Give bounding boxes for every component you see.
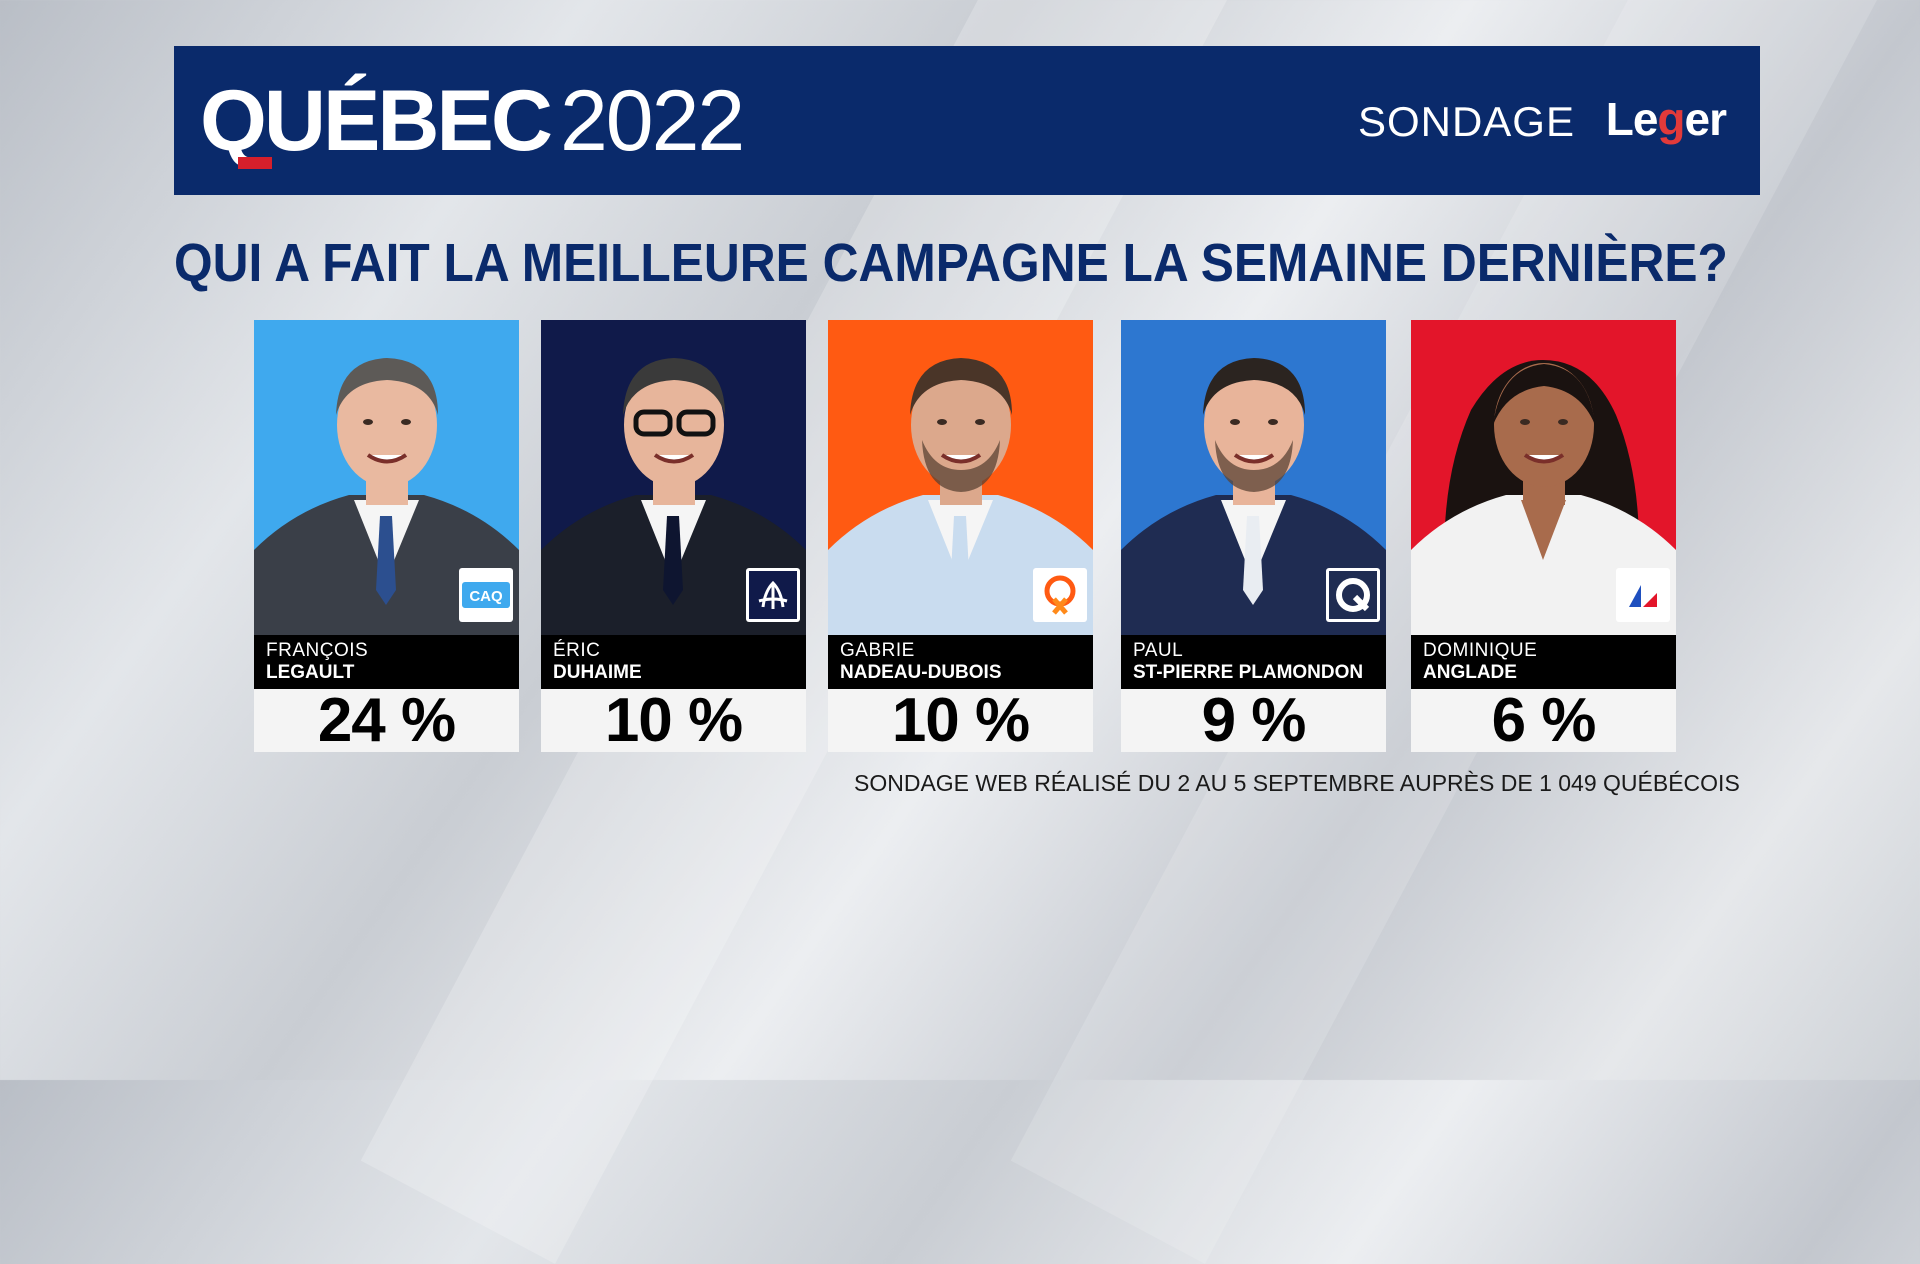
- footnote: SONDAGE WEB RÉALISÉ DU 2 AU 5 SEPTEMBRE …: [854, 770, 1740, 796]
- candidate-first-name: ÉRIC: [553, 640, 601, 661]
- candidate-name-bar: ÉRIC DUHAIME: [541, 635, 806, 689]
- candidate-photo: [1121, 320, 1386, 635]
- candidate-photo: [541, 320, 806, 635]
- leger-logo: Leger: [1605, 93, 1727, 145]
- candidate-percent: 10 %: [541, 689, 806, 752]
- party-logo-icon: [746, 568, 800, 622]
- svg-text:CAQ: CAQ: [469, 588, 503, 605]
- brand-title: QUÉBEC 2022: [200, 72, 745, 172]
- candidate-photo: [1411, 320, 1676, 635]
- title-year: 2022: [559, 73, 745, 169]
- party-logo-icon: CAQ: [459, 568, 513, 622]
- candidate-card: PAUL ST-PIERRE PLAMONDON 9 %: [1121, 320, 1386, 752]
- candidate-name-bar: PAUL ST-PIERRE PLAMONDON: [1121, 635, 1386, 689]
- candidate-name-bar: DOMINIQUE ANGLADE: [1411, 635, 1676, 689]
- question-title: QUI A FAIT LA MEILLEURE CAMPAGNE LA SEMA…: [174, 233, 1728, 293]
- title-accent: [238, 157, 272, 169]
- candidate-last-name: ANGLADE: [1423, 662, 1517, 683]
- candidate-name-bar: GABRIE NADEAU-DUBOIS: [828, 635, 1093, 689]
- sondage-label: SONDAGE: [1357, 98, 1575, 145]
- candidate-first-name: FRANÇOIS: [266, 640, 369, 661]
- candidate-first-name: GABRIE: [840, 640, 915, 661]
- candidate-card: CAQ FRANÇOIS LEGAULT 24 %: [254, 320, 519, 752]
- candidate-card: GABRIE NADEAU-DUBOIS 10 %: [828, 320, 1093, 752]
- candidate-photo: [828, 320, 1093, 635]
- party-logo-icon: [1033, 568, 1087, 622]
- candidate-percent: 10 %: [828, 689, 1093, 752]
- candidate-card: DOMINIQUE ANGLADE 6 %: [1411, 320, 1676, 752]
- candidate-last-name: NADEAU-DUBOIS: [840, 662, 1002, 683]
- candidate-card: ÉRIC DUHAIME 10 %: [541, 320, 806, 752]
- party-logo-icon: [1326, 568, 1380, 622]
- candidate-first-name: PAUL: [1133, 640, 1184, 661]
- candidate-first-name: DOMINIQUE: [1423, 640, 1538, 661]
- candidate-last-name: LEGAULT: [266, 662, 355, 683]
- header-banner: QUÉBEC 2022 SONDAGE Leger: [174, 46, 1760, 195]
- party-logo-icon: [1616, 568, 1670, 622]
- candidate-photo: CAQ: [254, 320, 519, 635]
- candidate-last-name: DUHAIME: [553, 662, 642, 683]
- title-word: QUÉBEC: [200, 72, 553, 171]
- candidate-percent: 6 %: [1411, 689, 1676, 752]
- candidate-percent: 9 %: [1121, 689, 1386, 752]
- candidate-percent: 24 %: [254, 689, 519, 752]
- title-word-text: QUÉBEC: [200, 73, 553, 169]
- candidate-last-name: ST-PIERRE PLAMONDON: [1133, 662, 1364, 683]
- candidate-name-bar: FRANÇOIS LEGAULT: [254, 635, 519, 689]
